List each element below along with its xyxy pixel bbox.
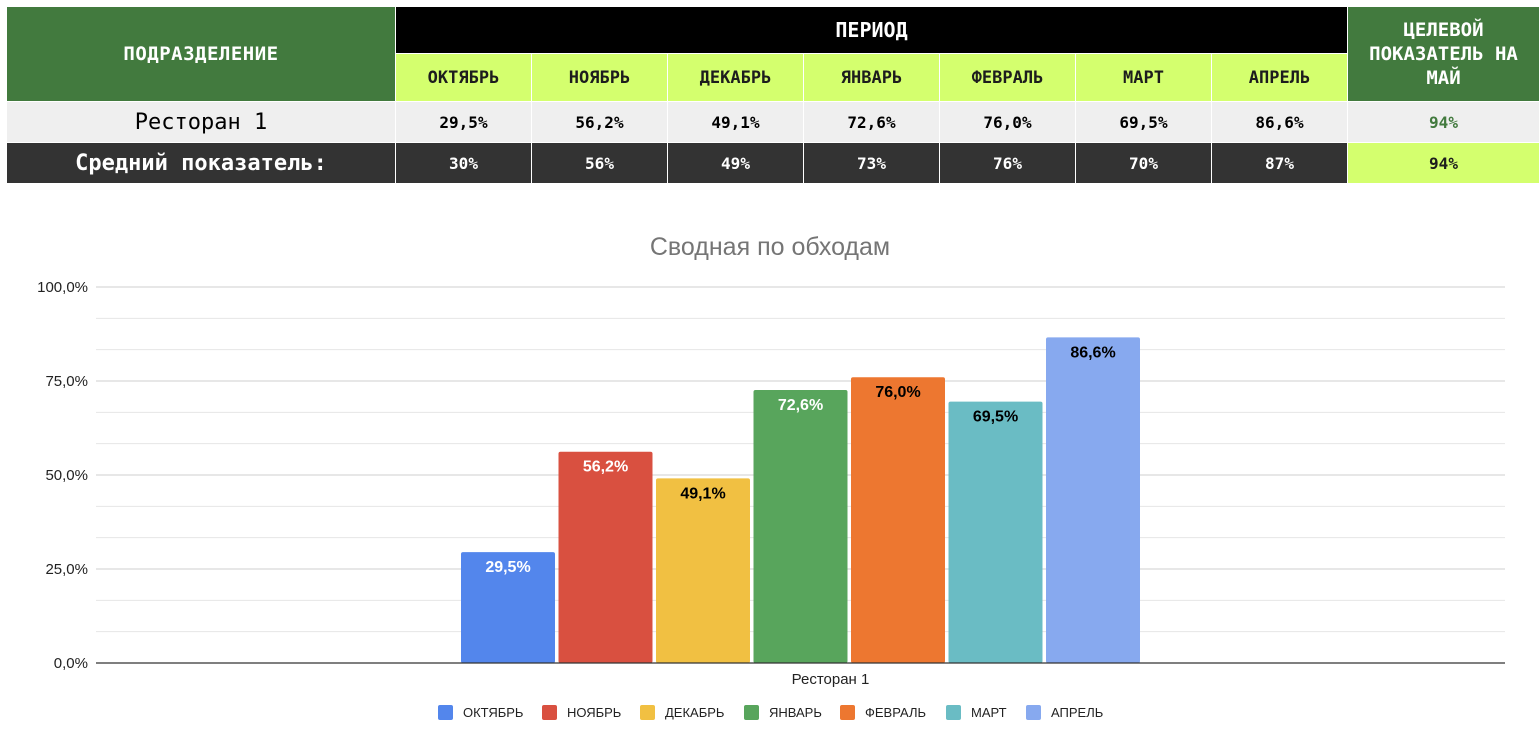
average-value-april: 87%	[1212, 143, 1347, 183]
average-target-value: 94%	[1348, 143, 1539, 183]
restaurant-value-march: 69,5%	[1076, 102, 1211, 142]
month-header-december: ДЕКАБРЬ	[668, 54, 803, 101]
legend-swatch	[438, 705, 453, 720]
restaurant-value-october: 29,5%	[396, 102, 531, 142]
chart-legend: ОКТЯБРЬ НОЯБРЬ ДЕКАБРЬ ЯНВАРЬ ФЕВРАЛЬ МАРТ АПР…	[438, 705, 1103, 720]
target-header: ЦЕЛЕВОЙ ПОКАЗАТЕЛЬ НА МАЙ	[1348, 7, 1539, 101]
average-value-october: 30%	[396, 143, 531, 183]
data-label: 86,6%	[1070, 344, 1115, 361]
legend-label: НОЯБРЬ	[567, 705, 621, 720]
y-tick-label: 25,0%	[45, 561, 88, 578]
month-header-october: ОКТЯБРЬ	[396, 54, 531, 101]
restaurant-value-november: 56,2%	[532, 102, 667, 142]
average-value-january: 73%	[804, 143, 939, 183]
legend-label: ЯНВАРЬ	[769, 705, 822, 720]
restaurant-target-value: 94%	[1348, 102, 1539, 142]
legend-swatch	[744, 705, 759, 720]
average-value-november: 56%	[532, 143, 667, 183]
legend-label: МАРТ	[971, 705, 1007, 720]
y-tick-label: 100,0%	[37, 279, 88, 296]
x-category-label: Ресторан 1	[792, 671, 870, 688]
chart-bars	[461, 337, 1140, 663]
average-value-february: 76%	[940, 143, 1075, 183]
restaurant-value-april: 86,6%	[1212, 102, 1347, 142]
bar-2	[558, 451, 653, 663]
data-label: 49,1%	[680, 485, 725, 502]
y-tick-label: 75,0%	[45, 373, 88, 390]
average-row-name: Средний показатель:	[7, 143, 395, 183]
period-header: ПЕРИОД	[396, 7, 1347, 53]
legend-label: ФЕВРАЛЬ	[865, 705, 926, 720]
restaurant-value-january: 72,6%	[804, 102, 939, 142]
bar-7	[1046, 337, 1140, 663]
data-label: 69,5%	[973, 409, 1018, 426]
bar-4	[753, 390, 848, 663]
data-label: 72,6%	[778, 397, 823, 414]
data-label: 76,0%	[875, 384, 920, 401]
average-value-march: 70%	[1076, 143, 1211, 183]
bar-6	[948, 401, 1043, 663]
restaurant-value-december: 49,1%	[668, 102, 803, 142]
y-axis-ticks: 0,0% 25,0% 50,0% 75,0% 100,0%	[37, 279, 88, 672]
legend-swatch	[542, 705, 557, 720]
legend-swatch	[640, 705, 655, 720]
data-label: 56,2%	[583, 459, 628, 476]
legend-label: ДЕКАБРЬ	[665, 705, 724, 720]
average-value-december: 49%	[668, 143, 803, 183]
department-header: ПОДРАЗДЕЛЕНИЕ	[7, 7, 395, 101]
bar-3	[656, 478, 750, 663]
restaurant-value-february: 76,0%	[940, 102, 1075, 142]
legend-swatch	[946, 705, 961, 720]
month-header-november: НОЯБРЬ	[532, 54, 667, 101]
month-header-january: ЯНВАРЬ	[804, 54, 939, 101]
bar-1	[461, 552, 555, 663]
legend-label: ОКТЯБРЬ	[463, 705, 523, 720]
summary-table: ПОДРАЗДЕЛЕНИЕ ПЕРИОД ЦЕЛЕВОЙ ПОКАЗАТЕЛЬ …	[7, 7, 1539, 183]
chart-data-labels: 29,5% 56,2% 49,1% 72,6% 76,0% 69,5% 86,6%	[485, 344, 1115, 576]
month-header-march: МАРТ	[1076, 54, 1211, 101]
data-label: 29,5%	[485, 559, 530, 576]
legend-label: АПРЕЛЬ	[1051, 705, 1103, 720]
legend-swatch	[840, 705, 855, 720]
bar-5	[851, 377, 945, 663]
restaurant-row-name: Ресторан 1	[7, 102, 395, 142]
chart-title: Сводная по обходам	[650, 233, 890, 261]
y-tick-label: 50,0%	[45, 467, 88, 484]
y-tick-label: 0,0%	[54, 655, 88, 672]
month-header-february: ФЕВРАЛЬ	[940, 54, 1075, 101]
month-header-april: АПРЕЛЬ	[1212, 54, 1347, 101]
legend-swatch	[1026, 705, 1041, 720]
